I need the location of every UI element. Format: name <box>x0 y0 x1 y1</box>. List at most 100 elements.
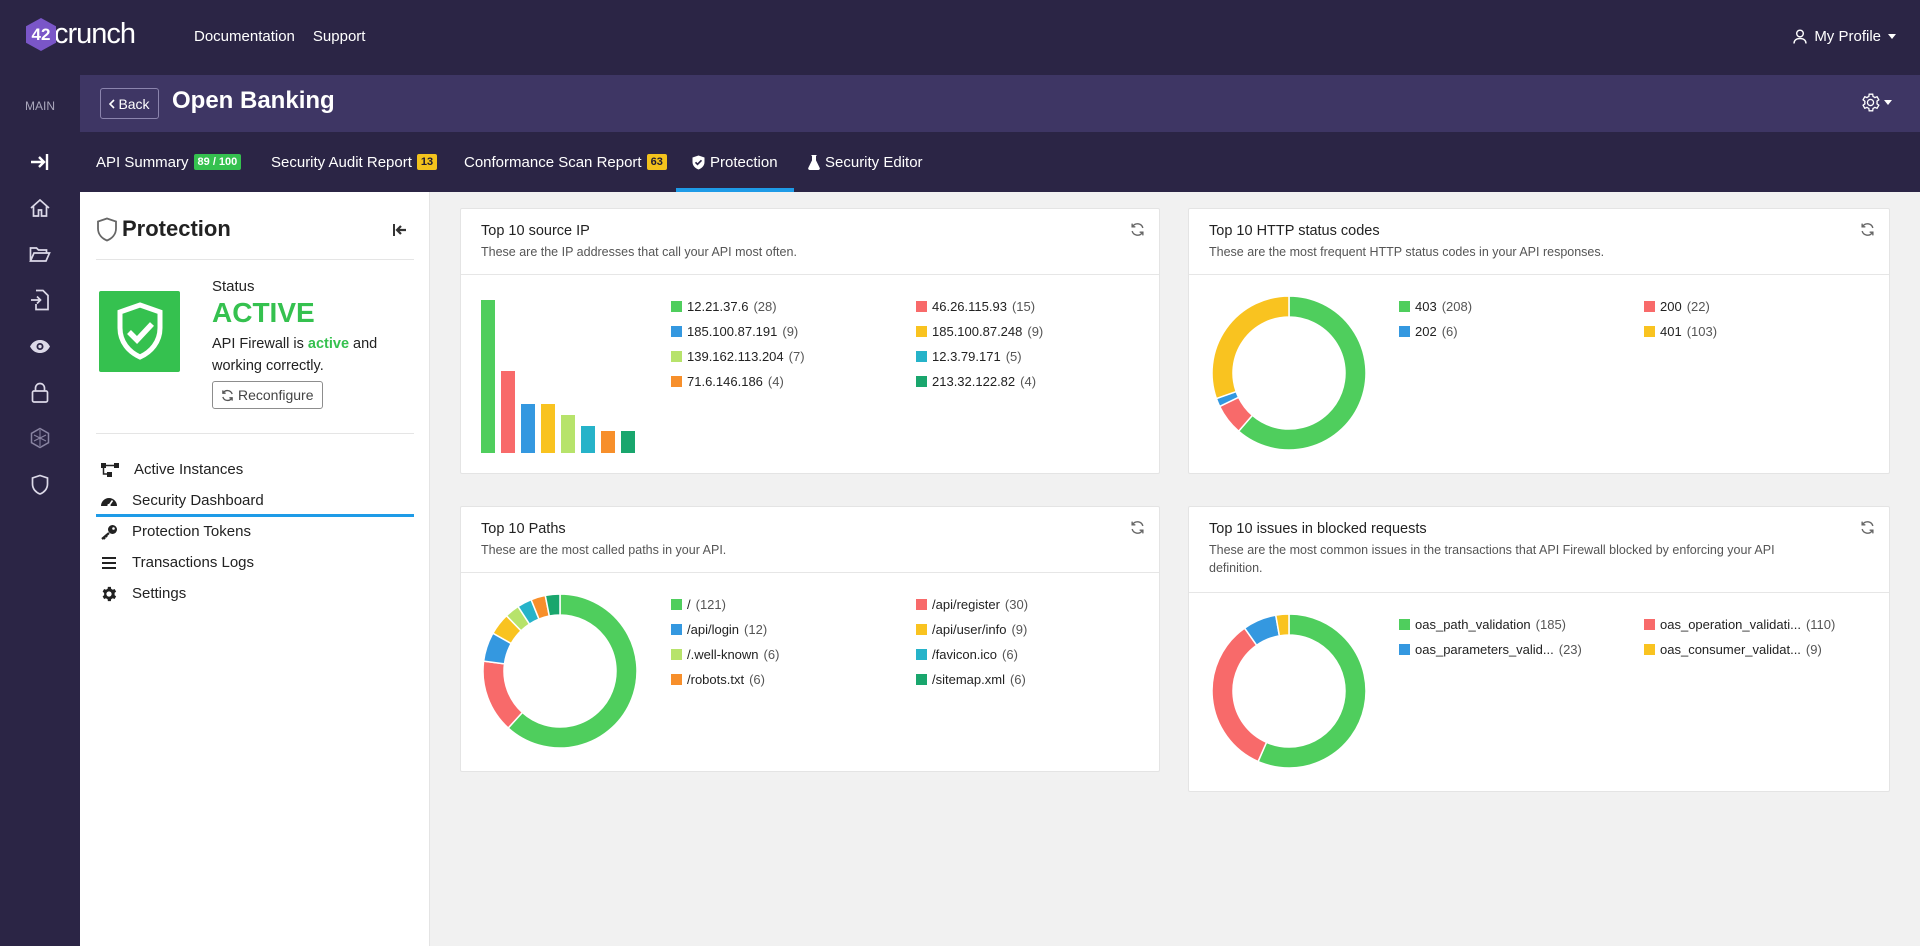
profile-menu[interactable]: My Profile <box>1793 28 1896 45</box>
menu-item-protection-tokens[interactable]: Protection Tokens <box>96 516 414 547</box>
legend-count: (6) <box>763 647 780 662</box>
legend-swatch <box>916 624 927 635</box>
left-rail: MAIN <box>0 75 80 946</box>
slice-oas-path-validation[interactable] <box>1257 613 1367 769</box>
rail-eye-icon[interactable] <box>0 323 80 369</box>
back-label: Back <box>118 95 150 112</box>
dashboard-content: Top 10 source IP These are the IP addres… <box>430 192 1920 946</box>
chevron-left-icon <box>109 98 116 109</box>
legend-label: 185.100.87.191 <box>687 324 778 339</box>
bar-12-3-79-171[interactable] <box>581 426 595 453</box>
slice-oas-consumer-validat[interactable] <box>1274 613 1290 637</box>
support-link[interactable]: Support <box>312 28 366 45</box>
legend-swatch <box>1399 326 1410 337</box>
legend-swatch <box>1399 301 1410 312</box>
score-badge: 63 <box>646 154 667 170</box>
menu-item-transactions-logs[interactable]: Transactions Logs <box>96 547 414 578</box>
rail-hexagon-icon[interactable] <box>0 415 80 461</box>
rail-signin-icon[interactable] <box>0 139 80 185</box>
gear-icon <box>102 586 117 601</box>
legend-swatch <box>1644 644 1655 655</box>
legend-count: (9) <box>782 324 799 339</box>
refresh-button[interactable] <box>1130 520 1145 535</box>
back-button[interactable]: Back <box>100 88 159 119</box>
card-header: Top 10 source IP These are the IP addres… <box>461 209 1159 275</box>
tab-security-audit-report[interactable]: Security Audit Report 13 <box>271 132 438 192</box>
legend-label: 202 <box>1415 324 1437 339</box>
legend-swatch <box>916 301 927 312</box>
rail-main-label: MAIN <box>25 99 55 113</box>
protection-side-panel: Protection Status ACTIVE API Firewall is… <box>80 192 430 946</box>
status-label: Status <box>212 278 255 295</box>
bar-71-6-146-186[interactable] <box>601 431 615 453</box>
legend-count: (9) <box>1805 642 1822 657</box>
rail-shield-icon[interactable] <box>0 461 80 507</box>
legend-item: 139.162.113.204 (7) <box>671 349 916 364</box>
legend-swatch <box>671 301 682 312</box>
refresh-button[interactable] <box>1130 222 1145 237</box>
rail-folder-icon[interactable] <box>0 231 80 277</box>
legend-label: /robots.txt <box>687 672 745 687</box>
refresh-icon <box>1861 223 1874 236</box>
bar-139-162-113-204[interactable] <box>561 415 575 453</box>
logo-text: crunch <box>54 18 136 50</box>
reconfigure-label: Reconfigure <box>238 387 314 403</box>
slice-oas-operation-validati[interactable] <box>1211 627 1268 763</box>
collapse-panel-button[interactable] <box>393 224 407 236</box>
slice-[interactable] <box>507 593 638 749</box>
card-header: Top 10 issues in blocked requests These … <box>1189 507 1889 593</box>
legend-count: (9) <box>1011 622 1028 637</box>
protection-menu: Active Instances Security Dashboard Prot… <box>96 454 414 609</box>
settings-menu[interactable] <box>1860 92 1892 113</box>
bar-185-100-87-191[interactable] <box>521 404 535 453</box>
refresh-button[interactable] <box>1860 520 1875 535</box>
menu-item-settings[interactable]: Settings <box>96 578 414 609</box>
tab-conformance-scan-report[interactable]: Conformance Scan Report 63 <box>464 132 667 192</box>
legend-item: oas_operation_validati... (110) <box>1644 617 1889 632</box>
bar-46-26-115-93[interactable] <box>501 371 515 453</box>
legend-item: 46.26.115.93 (15) <box>916 299 1161 314</box>
legend-item: 71.6.146.186 (4) <box>671 374 916 389</box>
refresh-icon <box>222 389 233 401</box>
legend-item: oas_path_validation (185) <box>1399 617 1644 632</box>
tab-api-summary[interactable]: API Summary 89 / 100 <box>96 132 242 192</box>
tab-security-editor[interactable]: Security Editor <box>808 132 923 192</box>
legend-item: /favicon.ico (6) <box>916 647 1161 662</box>
slice-401[interactable] <box>1211 295 1290 400</box>
menu-item-security-dashboard[interactable]: Security Dashboard <box>96 485 414 517</box>
slice-api-register[interactable] <box>482 660 524 730</box>
paths-donut-chart <box>482 593 638 749</box>
refresh-icon <box>1131 223 1144 236</box>
blocked-issues-donut-chart <box>1211 613 1367 769</box>
flask-icon <box>808 154 820 170</box>
rail-home-icon[interactable] <box>0 185 80 231</box>
legend-label: 185.100.87.248 <box>932 324 1023 339</box>
legend-label: oas_consumer_validat... <box>1660 642 1801 657</box>
collapse-left-icon <box>393 224 406 236</box>
logo[interactable]: 42 crunch <box>26 18 136 51</box>
legend-count: (15) <box>1011 299 1036 314</box>
reconfigure-button[interactable]: Reconfigure <box>212 381 323 409</box>
legend-swatch <box>671 624 682 635</box>
menu-item-active-instances[interactable]: Active Instances <box>96 454 414 485</box>
legend-item: 12.21.37.6 (28) <box>671 299 916 314</box>
rail-import-icon[interactable] <box>0 277 80 323</box>
legend-item: /sitemap.xml (6) <box>916 672 1161 687</box>
slice-sitemap-xml[interactable] <box>544 593 561 617</box>
legend-label: 71.6.146.186 <box>687 374 763 389</box>
refresh-button[interactable] <box>1860 222 1875 237</box>
slice-403[interactable] <box>1237 295 1367 451</box>
legend-label: 12.3.79.171 <box>932 349 1001 364</box>
tab-protection[interactable]: Protection <box>676 132 794 192</box>
rail-lock-icon[interactable] <box>0 369 80 415</box>
legend-count: (103) <box>1686 324 1718 339</box>
bar-12-21-37-6[interactable] <box>481 300 495 453</box>
score-badge: 89 / 100 <box>193 154 242 170</box>
gauge-icon <box>101 497 117 507</box>
bar-185-100-87-248[interactable] <box>541 404 555 453</box>
status-description: API Firewall is active and working corre… <box>212 336 378 374</box>
documentation-link[interactable]: Documentation <box>194 28 295 45</box>
bar-213-32-122-82[interactable] <box>621 431 635 453</box>
caret-down-icon <box>1884 100 1892 105</box>
key-icon <box>101 524 117 540</box>
